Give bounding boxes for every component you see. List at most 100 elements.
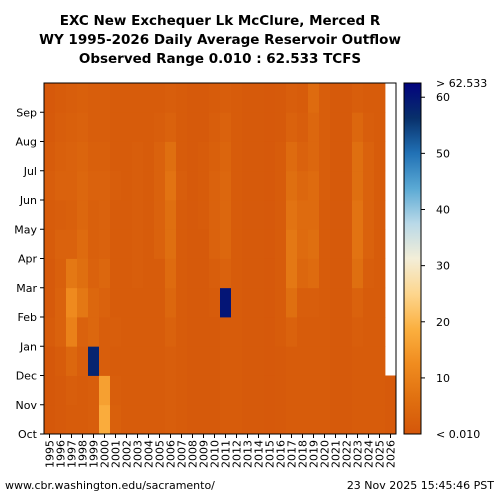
heatmap-cell (165, 375, 177, 406)
heatmap-cell (220, 170, 232, 201)
heatmap-cell (374, 83, 386, 113)
heatmap-cell (352, 346, 364, 376)
heatmap-cell (231, 346, 243, 376)
heatmap-cell (99, 229, 111, 259)
heatmap-cell (253, 375, 265, 406)
colorbar-tick-label: 50 (436, 147, 450, 160)
chart-title-line: WY 1995-2026 Daily Average Reservoir Out… (39, 32, 401, 48)
footer-timestamp: 23 Nov 2025 15:45:46 PST (347, 479, 494, 492)
heatmap-cell (176, 112, 188, 142)
heatmap-cell (198, 200, 210, 230)
heatmap-cell (154, 112, 166, 142)
heatmap-cell (385, 404, 397, 435)
heatmap-cell (209, 170, 221, 201)
x-axis-year-ticks: 1995199619971998199920002001200220032004… (44, 434, 398, 468)
heatmap-cell (165, 200, 177, 230)
heatmap-cell (308, 258, 320, 289)
heatmap-cell (55, 346, 67, 376)
heatmap-cell (110, 229, 122, 259)
y-tick-label: Jun (19, 194, 37, 207)
heatmap-cell (165, 112, 177, 142)
x-tick-label: 1998 (77, 440, 90, 468)
heatmap-cell (66, 258, 78, 289)
heatmap-cell (154, 229, 166, 259)
heatmap-cell (198, 375, 210, 406)
heatmap-cell (198, 258, 210, 289)
heatmap-cell (198, 404, 210, 435)
heatmap-cell (143, 287, 155, 318)
heatmap-cell (66, 287, 78, 318)
heatmap-cell (242, 200, 254, 230)
heatmap-cell (187, 141, 199, 172)
heatmap-cell (363, 317, 375, 347)
heatmap-cell (220, 404, 232, 435)
heatmap-cell (110, 287, 122, 318)
heatmap-cell (99, 170, 111, 201)
heatmap-cell (264, 317, 276, 347)
heatmap-cell (209, 112, 221, 142)
heatmap-cell (55, 83, 67, 113)
heatmap-cell (363, 404, 375, 435)
heatmap-cell (264, 170, 276, 201)
heatmap-cell (154, 287, 166, 318)
heatmap-cell (88, 375, 100, 406)
heatmap-cell (66, 200, 78, 230)
heatmap-cell (275, 258, 287, 289)
colorbar: 10 20 30 40 50 60> 62.533 < 0.010 (403, 77, 487, 441)
heatmap-cell (374, 200, 386, 230)
heatmap-cell (88, 346, 100, 376)
heatmap-cell (66, 141, 78, 172)
heatmap-cell (264, 141, 276, 172)
heatmap-cell (110, 170, 122, 201)
heatmap-cell (99, 141, 111, 172)
heatmap-cell (165, 229, 177, 259)
heatmap-cell (319, 287, 331, 318)
heatmap-cell (77, 375, 89, 406)
heatmap-cell (242, 258, 254, 289)
heatmap-cell (330, 346, 342, 376)
heatmap-cell (88, 200, 100, 230)
heatmap-cell (154, 317, 166, 347)
heatmap-cell (88, 317, 100, 347)
heatmap-cell (220, 229, 232, 259)
heatmap-cell (99, 375, 111, 406)
heatmap-cell (330, 258, 342, 289)
heatmap-cell (154, 346, 166, 376)
heatmap-cell (220, 83, 232, 113)
heatmap-cell (341, 317, 353, 347)
heatmap-cell (286, 287, 298, 318)
heatmap-cell (297, 170, 309, 201)
heatmap-cell (110, 346, 122, 376)
heatmap-cell (77, 258, 89, 289)
colorbar-tick-label: 30 (436, 260, 450, 273)
heatmap-cell (363, 287, 375, 318)
x-tick-label: 2008 (187, 440, 200, 468)
heatmap-cell (176, 317, 188, 347)
x-tick-label: 2000 (99, 440, 112, 468)
heatmap-cell (121, 258, 133, 289)
heatmap-cell (242, 287, 254, 318)
heatmap-cell (66, 317, 78, 347)
heatmap-cell (231, 375, 243, 406)
heatmap-cell (77, 200, 89, 230)
heatmap-cell (286, 346, 298, 376)
heatmap-cell (308, 346, 320, 376)
heatmap-cell (319, 317, 331, 347)
heatmap-cell (154, 200, 166, 230)
heatmap-cell (308, 287, 320, 318)
heatmap-cell (297, 375, 309, 406)
heatmap-cell (88, 83, 100, 113)
heatmap-cell (242, 83, 254, 113)
heatmap-cell (77, 83, 89, 113)
heatmap-cell (352, 258, 364, 289)
heatmap-cell (308, 317, 320, 347)
heatmap-cell (253, 229, 265, 259)
heatmap-cell (220, 258, 232, 289)
x-tick-label: 2019 (308, 440, 321, 468)
heatmap-cell (88, 404, 100, 435)
heatmap-cell (132, 170, 144, 201)
heatmap-cell (99, 404, 111, 435)
heatmap-cell (187, 112, 199, 142)
heatmap-cell (110, 112, 122, 142)
x-tick-label: 2022 (341, 440, 354, 468)
